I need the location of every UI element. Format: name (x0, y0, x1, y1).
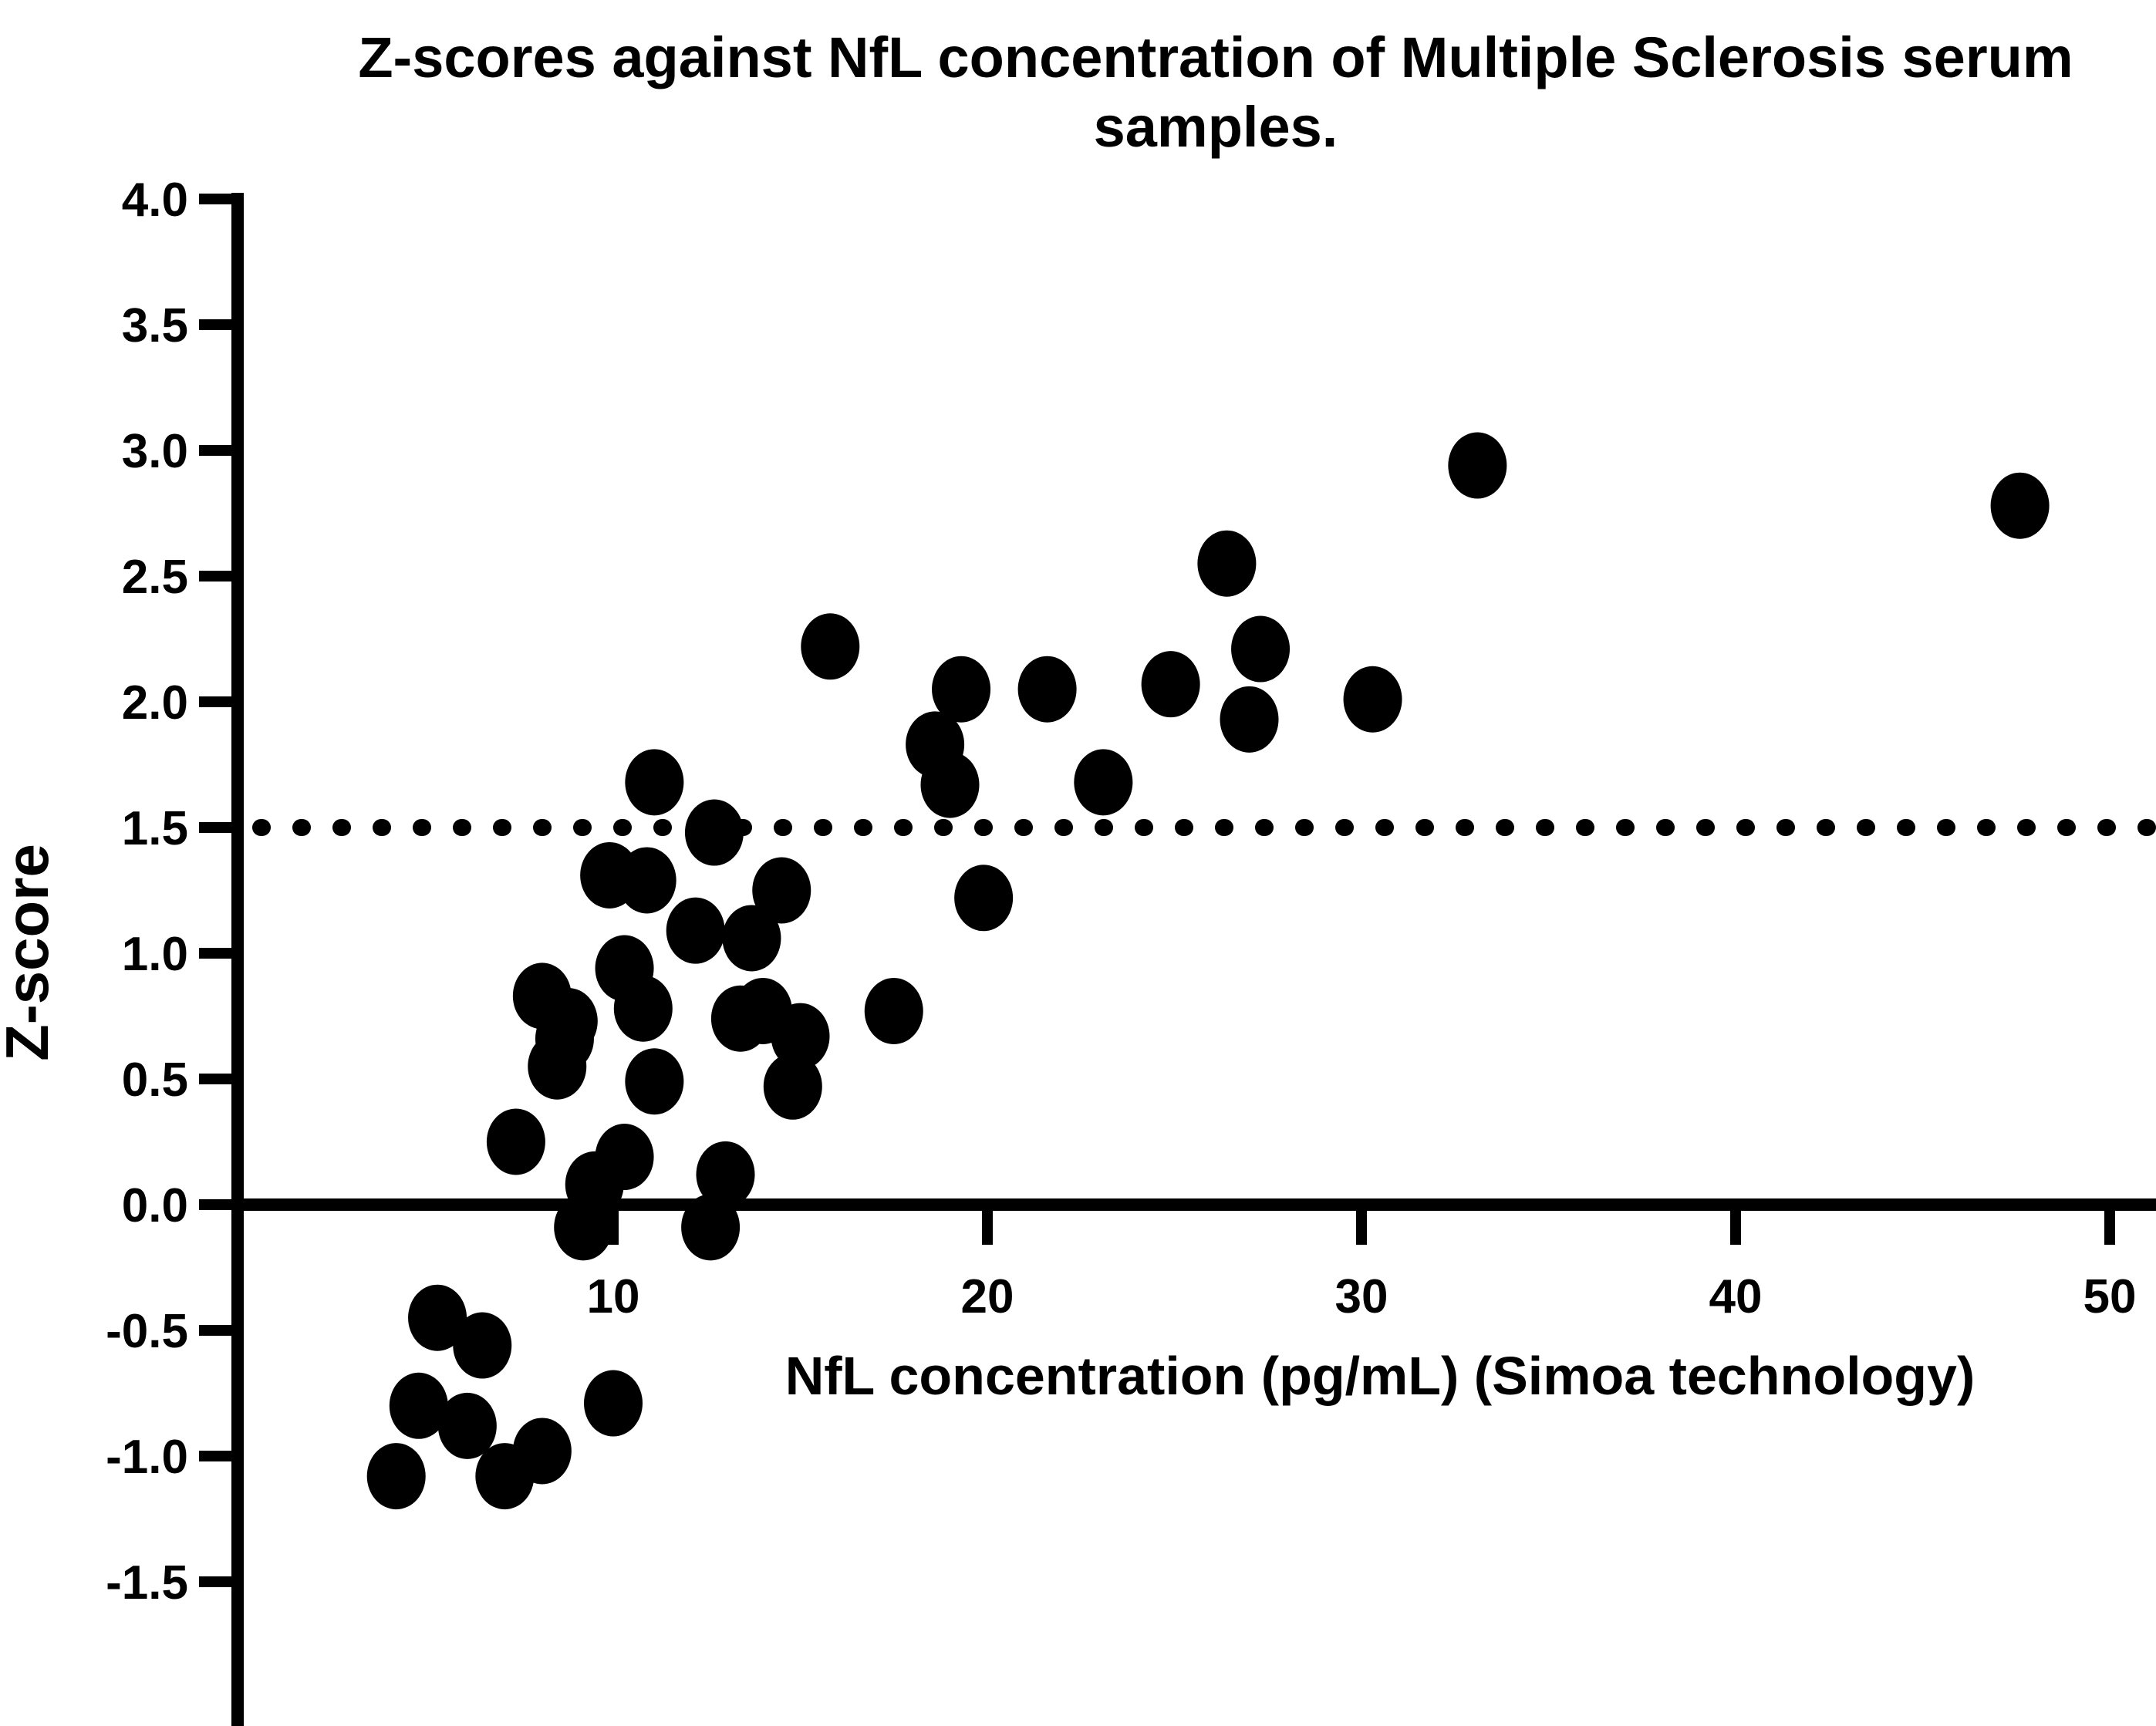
data-point (864, 977, 923, 1044)
y-tick-label: 3.0 (122, 425, 188, 478)
data-point (512, 1418, 572, 1485)
data-point (617, 847, 676, 914)
data-point (696, 1141, 755, 1208)
x-tick-label: 50 (2083, 1270, 2137, 1323)
data-point (722, 905, 781, 972)
data-point (366, 1443, 426, 1510)
data-point (437, 1392, 497, 1459)
x-tick-label: 20 (961, 1270, 1014, 1323)
x-axis-label: NfL concentration (pg/mL) (Simoa technol… (785, 1346, 1975, 1406)
data-point (681, 1194, 741, 1261)
y-tick (199, 1325, 231, 1336)
data-point (1197, 530, 1257, 597)
data-point (595, 1124, 654, 1191)
y-tick (199, 1451, 231, 1461)
y-tick-label: 1.0 (122, 928, 188, 981)
y-tick (199, 1199, 231, 1210)
data-point (486, 1108, 545, 1175)
data-points (366, 432, 2050, 1510)
chart-title-line2: samples. (1094, 95, 1338, 159)
y-tick (199, 445, 231, 456)
data-point (752, 857, 811, 924)
data-point (613, 975, 673, 1042)
y-tick (199, 1074, 231, 1084)
y-tick-label: 0.0 (122, 1179, 188, 1232)
y-tick-label: -1.0 (106, 1431, 188, 1484)
data-point (1231, 615, 1291, 683)
data-point (763, 1053, 822, 1120)
y-tick (199, 822, 231, 833)
y-tick-label: 0.5 (122, 1053, 188, 1107)
y-tick (199, 1576, 231, 1587)
y-tick-label: 2.5 (122, 551, 188, 604)
data-point (771, 1003, 830, 1070)
data-point (666, 897, 725, 964)
data-point (1074, 749, 1133, 816)
y-axis-line (231, 193, 244, 1726)
y-tick-label: 1.5 (122, 802, 188, 855)
x-axis-line (231, 1198, 2156, 1211)
y-tick (199, 571, 231, 582)
y-tick-label: -0.5 (106, 1305, 188, 1358)
data-point (625, 1048, 684, 1115)
x-tick (2104, 1211, 2115, 1245)
data-point (710, 985, 770, 1052)
data-point (584, 1370, 643, 1437)
data-point (389, 1372, 448, 1439)
data-point (453, 1312, 512, 1379)
data-point (625, 749, 684, 816)
data-point (535, 1005, 594, 1072)
data-point (801, 613, 860, 680)
y-tick-label: 2.0 (122, 676, 188, 730)
y-tick-label: -1.5 (106, 1556, 188, 1610)
data-point (1220, 686, 1279, 753)
ticks-layer: 4.0 3.5 3.0 2.5 2.0 1.5 1.0 0.5 0.0 -0.5 -1.0 -1.5 1… (106, 174, 2136, 1610)
y-tick (199, 194, 231, 204)
y-axis-label: Z-score (0, 844, 61, 1061)
data-point (1017, 656, 1077, 723)
data-point (1343, 666, 1402, 733)
x-tick (1356, 1211, 1367, 1245)
x-tick (1730, 1211, 1741, 1245)
y-tick (199, 319, 231, 330)
chart-title-line1: Z-scores against NfL concentration of Mu… (358, 25, 2073, 89)
data-point (408, 1284, 467, 1351)
data-point (1990, 472, 2050, 539)
data-point (954, 865, 1014, 932)
data-point (684, 799, 744, 866)
x-tick (982, 1211, 993, 1245)
x-tick-label: 40 (1709, 1270, 1763, 1323)
data-point (920, 751, 980, 818)
data-point (1448, 432, 1507, 499)
y-tick (199, 948, 231, 959)
y-tick-label: 3.5 (122, 299, 188, 352)
x-tick-label: 10 (587, 1270, 640, 1323)
data-point (932, 656, 991, 723)
x-tick-label: 30 (1335, 1270, 1388, 1323)
y-tick (199, 696, 231, 707)
y-tick-label: 4.0 (122, 174, 188, 227)
data-point (1141, 651, 1200, 718)
